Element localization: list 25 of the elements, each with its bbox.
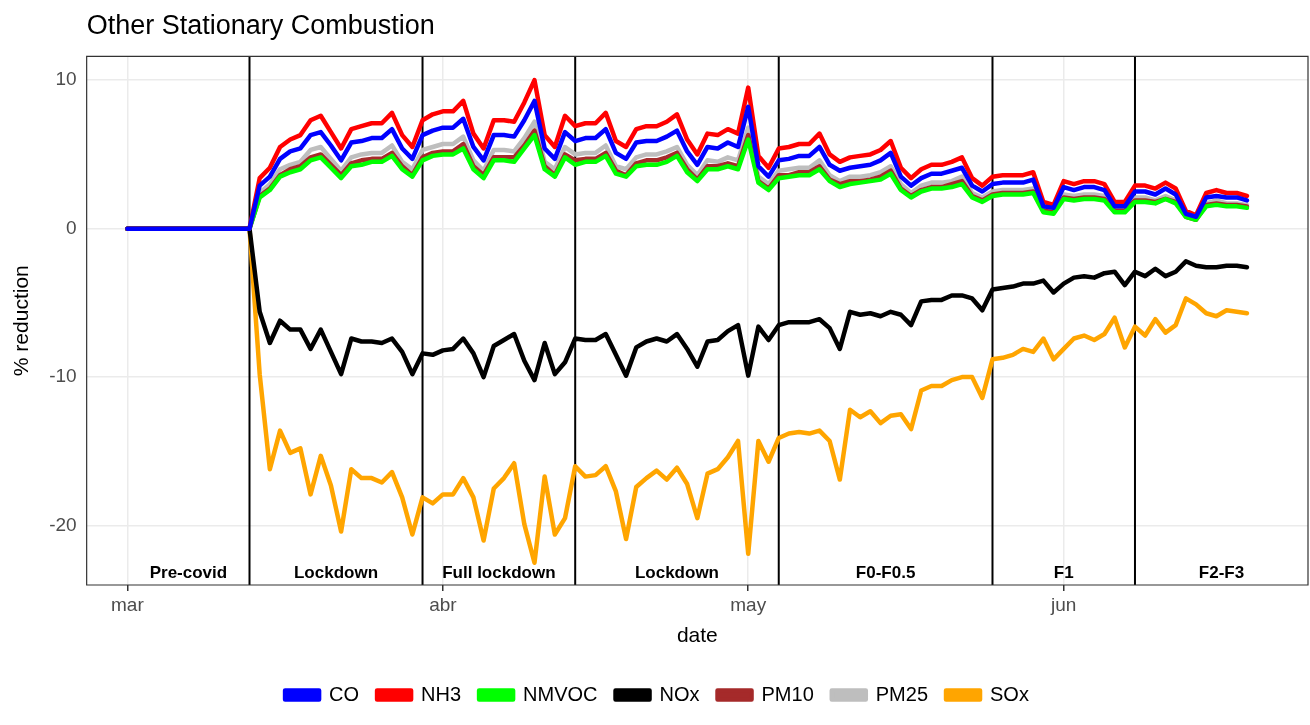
legend-label: NMVOC	[523, 682, 598, 705]
annotation: F2-F3	[1198, 562, 1245, 582]
legend-label: PM10	[761, 682, 814, 705]
annotation: Pre-covid	[149, 562, 228, 582]
annotation: F0-F0.5	[855, 562, 916, 582]
annotation: Lockdown	[293, 562, 379, 582]
x-tick-label: may	[730, 593, 767, 615]
annotation: Lockdown	[634, 562, 720, 582]
x-axis-title: date	[676, 623, 718, 647]
y-axis-title: % reduction	[9, 265, 33, 377]
chart-title: Other Stationary Combustion	[86, 9, 435, 40]
annotation: Full lockdown	[442, 562, 556, 582]
legend-label: NH3	[421, 682, 462, 705]
y-tick-label: -10	[49, 365, 77, 387]
legend-label: CO	[329, 682, 360, 705]
legend-label: PM25	[875, 682, 929, 705]
legend-label: SOx	[990, 682, 1029, 705]
x-tick-label: mar	[111, 593, 145, 615]
annotation: F1	[1053, 562, 1074, 582]
y-tick-label: 0	[66, 216, 77, 238]
x-tick-label: jun	[1050, 593, 1077, 615]
y-tick-label: 10	[55, 68, 77, 90]
x-tick-label: abr	[429, 593, 458, 615]
legend-label: NOx	[659, 682, 700, 705]
y-tick-label: -20	[49, 513, 77, 535]
